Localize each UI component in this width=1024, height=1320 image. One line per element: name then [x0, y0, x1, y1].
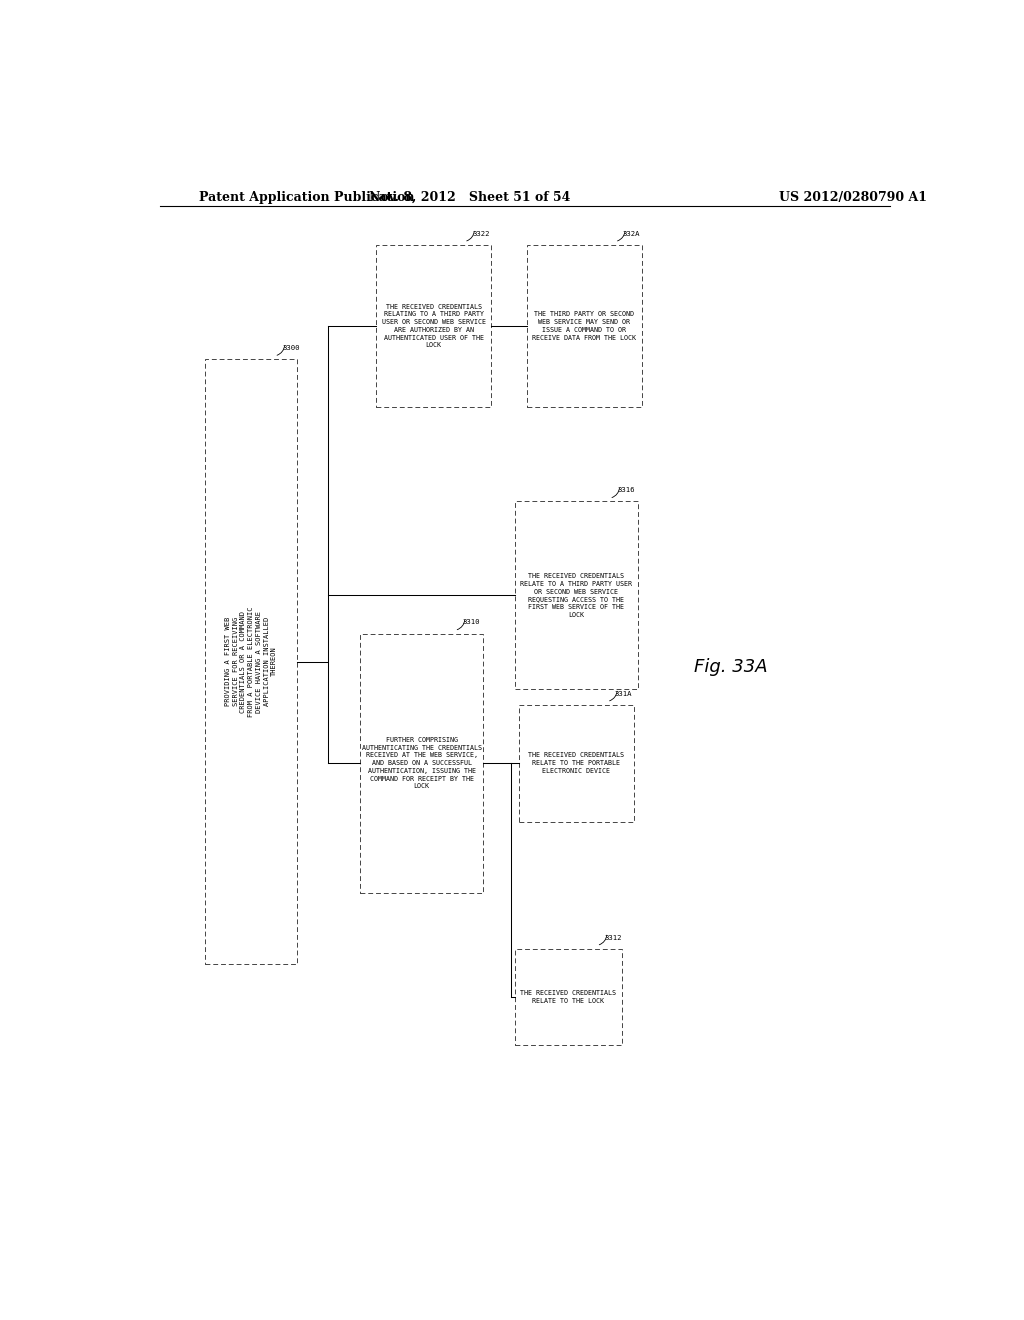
- Text: THE RECEIVED CREDENTIALS
RELATE TO THE PORTABLE
ELECTRONIC DEVICE: THE RECEIVED CREDENTIALS RELATE TO THE P…: [528, 752, 625, 774]
- FancyBboxPatch shape: [519, 705, 634, 821]
- FancyBboxPatch shape: [360, 634, 483, 892]
- Text: THE RECEIVED CREDENTIALS
RELATE TO THE LOCK: THE RECEIVED CREDENTIALS RELATE TO THE L…: [520, 990, 616, 1003]
- Text: 3322: 3322: [472, 231, 489, 236]
- Text: 332A: 332A: [623, 231, 640, 236]
- Text: 3310: 3310: [463, 619, 480, 626]
- Text: 3300: 3300: [283, 345, 300, 351]
- FancyBboxPatch shape: [515, 949, 622, 1045]
- FancyBboxPatch shape: [206, 359, 297, 964]
- Text: Nov. 8, 2012   Sheet 51 of 54: Nov. 8, 2012 Sheet 51 of 54: [369, 190, 570, 203]
- Text: Fig. 33A: Fig. 33A: [694, 657, 768, 676]
- Text: 3312: 3312: [604, 935, 622, 941]
- FancyBboxPatch shape: [515, 502, 638, 689]
- Text: 331A: 331A: [614, 690, 633, 697]
- FancyBboxPatch shape: [526, 244, 642, 408]
- Text: FURTHER COMPRISING
AUTHENTICATING THE CREDENTIALS
RECEIVED AT THE WEB SERVICE,
A: FURTHER COMPRISING AUTHENTICATING THE CR…: [361, 737, 481, 789]
- Text: THE RECEIVED CREDENTIALS
RELATING TO A THIRD PARTY
USER OR SECOND WEB SERVICE
AR: THE RECEIVED CREDENTIALS RELATING TO A T…: [382, 304, 485, 348]
- Text: THE RECEIVED CREDENTIALS
RELATE TO A THIRD PARTY USER
OR SECOND WEB SERVICE
REQU: THE RECEIVED CREDENTIALS RELATE TO A THI…: [520, 573, 633, 618]
- Text: 3316: 3316: [617, 487, 635, 494]
- Text: PROVIDING A FIRST WEB
SERVICE FOR RECEIVING
CREDENTIALS OR A COMMAND
FROM A PORT: PROVIDING A FIRST WEB SERVICE FOR RECEIV…: [224, 606, 278, 717]
- FancyBboxPatch shape: [376, 244, 492, 408]
- Text: US 2012/0280790 A1: US 2012/0280790 A1: [778, 190, 927, 203]
- Text: THE THIRD PARTY OR SECOND
WEB SERVICE MAY SEND OR
ISSUE A COMMAND TO OR
RECEIVE : THE THIRD PARTY OR SECOND WEB SERVICE MA…: [532, 312, 636, 341]
- Text: Patent Application Publication: Patent Application Publication: [200, 190, 415, 203]
